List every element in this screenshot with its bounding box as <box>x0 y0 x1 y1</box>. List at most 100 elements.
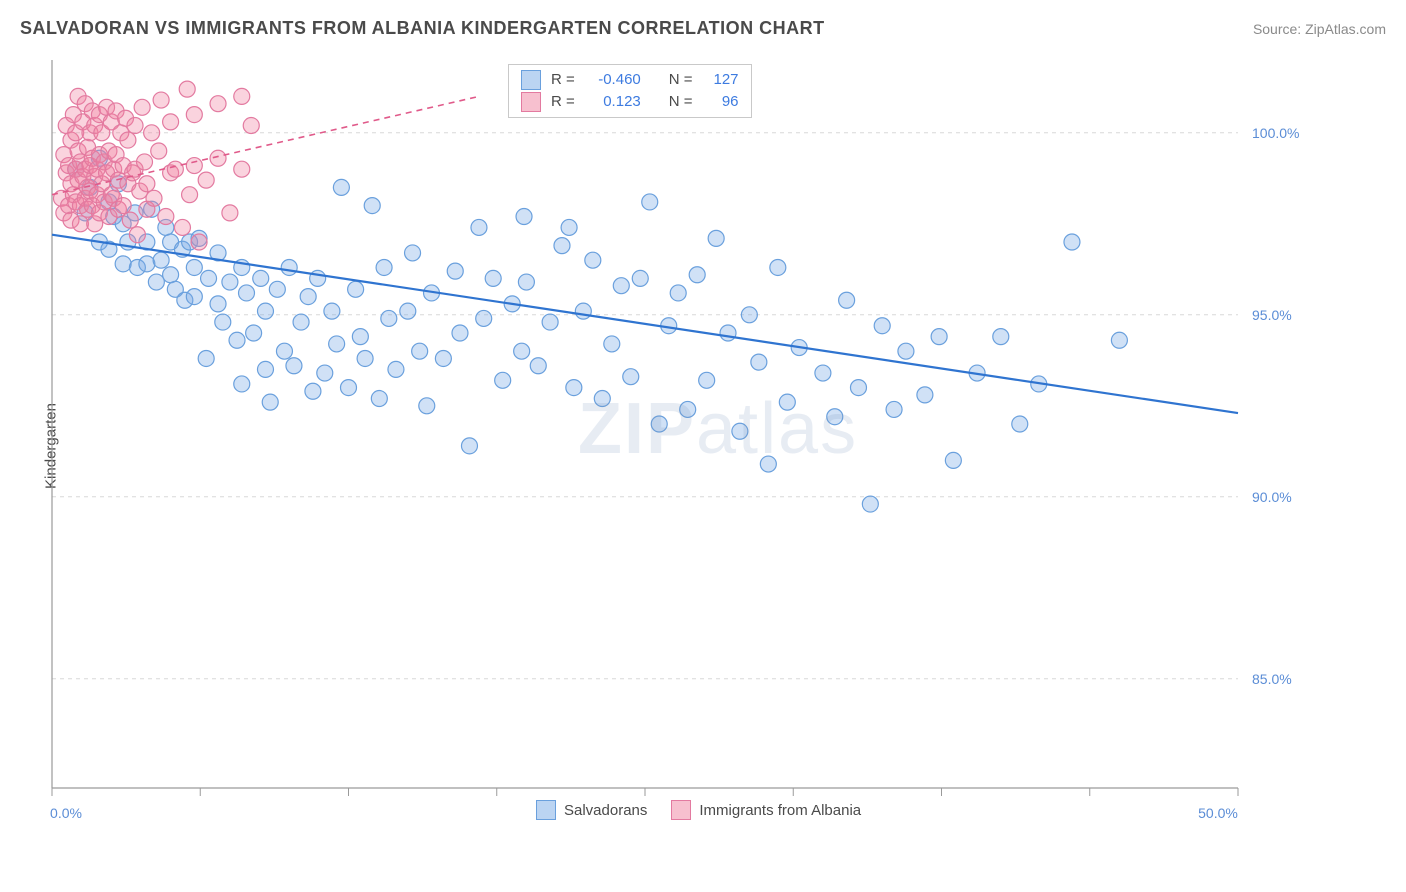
legend-swatch <box>521 70 541 90</box>
r-label: R = <box>551 91 575 113</box>
salvadorans-point <box>376 259 392 275</box>
salvadorans-point <box>485 270 501 286</box>
salvadorans-point <box>198 350 214 366</box>
albania-point <box>179 81 195 97</box>
salvadorans-point <box>516 209 532 225</box>
salvadorans-point <box>720 325 736 341</box>
salvadorans-point <box>333 179 349 195</box>
legend-label: Salvadorans <box>564 802 647 819</box>
salvadorans-point <box>329 336 345 352</box>
albania-point <box>186 158 202 174</box>
legend-swatch <box>536 800 556 820</box>
albania-point <box>115 198 131 214</box>
salvadorans-point <box>186 289 202 305</box>
plot-area: 85.0%90.0%95.0%100.0%0.0%50.0% ZIPatlas … <box>48 58 1308 828</box>
albania-point <box>137 154 153 170</box>
stats-row: R =-0.460N =127 <box>521 69 739 91</box>
albania-point <box>153 92 169 108</box>
salvadorans-point <box>405 245 421 261</box>
salvadorans-point <box>364 198 380 214</box>
y-tick-label: 95.0% <box>1252 307 1292 323</box>
salvadorans-point <box>827 409 843 425</box>
salvadorans-point <box>1012 416 1028 432</box>
y-tick-label: 100.0% <box>1252 125 1299 141</box>
salvadorans-point <box>993 329 1009 345</box>
salvadorans-point <box>898 343 914 359</box>
salvadorans-point <box>476 310 492 326</box>
albania-point <box>122 212 138 228</box>
salvadorans-point <box>163 267 179 283</box>
albania-point <box>243 118 259 134</box>
salvadorans-point <box>139 256 155 272</box>
salvadorans-point <box>670 285 686 301</box>
salvadorans-point <box>518 274 534 290</box>
salvadorans-point <box>257 361 273 377</box>
salvadorans-point <box>239 285 255 301</box>
salvadorans-point <box>234 376 250 392</box>
salvadorans-point <box>945 452 961 468</box>
albania-point <box>163 114 179 130</box>
salvadorans-point <box>400 303 416 319</box>
salvadorans-point <box>186 259 202 275</box>
salvadorans-point <box>246 325 262 341</box>
salvadorans-point <box>594 391 610 407</box>
albania-point <box>158 209 174 225</box>
salvadorans-point <box>305 383 321 399</box>
salvadorans-point <box>357 350 373 366</box>
albania-point <box>120 132 136 148</box>
salvadorans-point <box>388 361 404 377</box>
salvadorans-point <box>1111 332 1127 348</box>
salvadorans-point <box>514 343 530 359</box>
y-tick-label: 85.0% <box>1252 671 1292 687</box>
albania-point <box>146 190 162 206</box>
salvadorans-point <box>862 496 878 512</box>
salvadorans-point <box>542 314 558 330</box>
salvadorans-point <box>680 401 696 417</box>
legend-item: Salvadorans <box>536 800 647 820</box>
chart-title: SALVADORAN VS IMMIGRANTS FROM ALBANIA KI… <box>20 18 825 39</box>
salvadorans-point <box>229 332 245 348</box>
salvadorans-point <box>262 394 278 410</box>
albania-point <box>191 234 207 250</box>
albania-point <box>151 143 167 159</box>
chart-source: Source: ZipAtlas.com <box>1253 21 1386 37</box>
salvadorans-point <box>447 263 463 279</box>
salvadorans-point <box>371 391 387 407</box>
salvadorans-point <box>850 380 866 396</box>
salvadorans-point <box>642 194 658 210</box>
salvadorans-point <box>732 423 748 439</box>
scatter-chart: 85.0%90.0%95.0%100.0%0.0%50.0% <box>48 58 1308 828</box>
salvadorans-point <box>931 329 947 345</box>
x-tick-label: 50.0% <box>1198 805 1238 821</box>
salvadorans-point <box>779 394 795 410</box>
albania-point <box>139 176 155 192</box>
salvadorans-point <box>760 456 776 472</box>
salvadorans-point <box>148 274 164 290</box>
albania-point <box>127 118 143 134</box>
series-legend: Salvadorans Immigrants from Albania <box>536 800 861 820</box>
salvadorans-point <box>286 358 302 374</box>
legend-label: Immigrants from Albania <box>699 802 861 819</box>
salvadorans-point <box>699 372 715 388</box>
salvadorans-point <box>874 318 890 334</box>
legend-swatch <box>521 92 541 112</box>
albania-point <box>182 187 198 203</box>
salvadorans-point <box>741 307 757 323</box>
albania-point <box>234 161 250 177</box>
salvadorans-point <box>917 387 933 403</box>
salvadorans-point <box>770 259 786 275</box>
salvadorans-point <box>348 281 364 297</box>
salvadorans-point <box>300 289 316 305</box>
salvadorans-point <box>585 252 601 268</box>
albania-point <box>186 107 202 123</box>
legend-swatch <box>671 800 691 820</box>
salvadorans-point <box>435 350 451 366</box>
albania-point <box>174 219 190 235</box>
n-label: N = <box>669 91 693 113</box>
albania-point <box>72 216 88 232</box>
salvadorans-point <box>471 219 487 235</box>
salvadorans-point <box>215 314 231 330</box>
albania-point <box>198 172 214 188</box>
legend-item: Immigrants from Albania <box>671 800 861 820</box>
y-tick-label: 90.0% <box>1252 489 1292 505</box>
